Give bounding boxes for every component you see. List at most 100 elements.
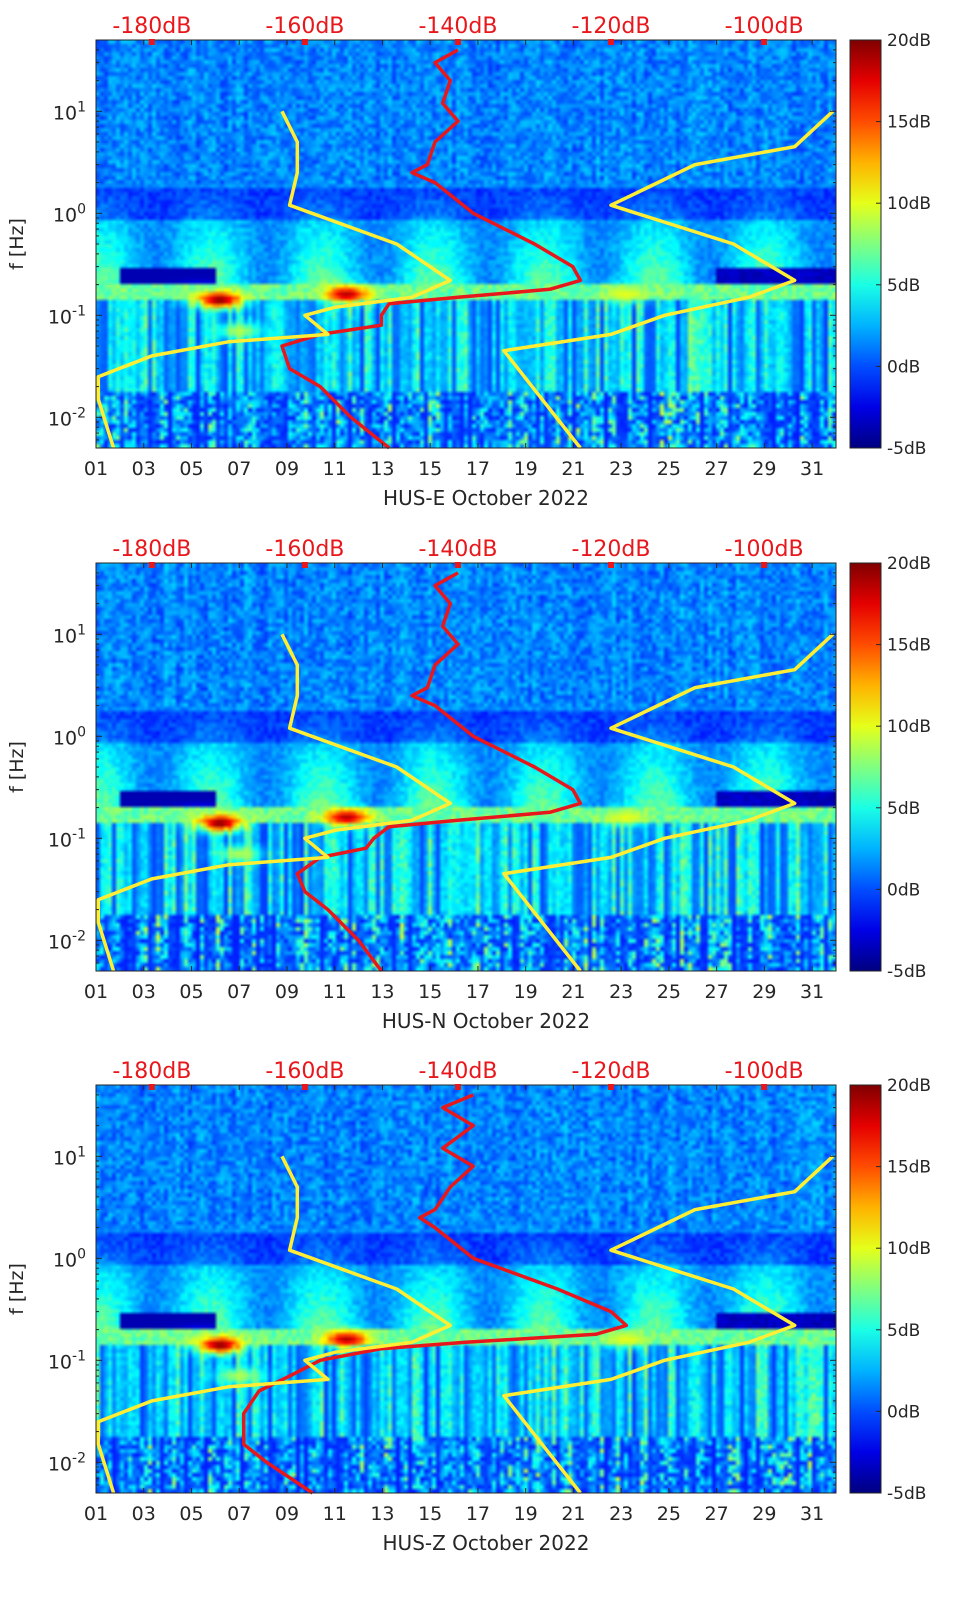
top-axis-label: -120dB bbox=[572, 1059, 651, 1084]
x-tick-label: 11 bbox=[323, 981, 347, 1003]
x-tick-label: 01 bbox=[84, 981, 108, 1003]
x-tick-label: 21 bbox=[561, 1503, 585, 1525]
colorbar-tick-label: 0dB bbox=[887, 357, 920, 377]
top-axis-label: -100dB bbox=[725, 1059, 804, 1084]
y-tick-label: 10-2 bbox=[48, 928, 86, 953]
spectrogram-image bbox=[96, 40, 836, 448]
y-tick-exponent: 0 bbox=[77, 201, 86, 217]
yellow-high-model bbox=[502, 1155, 835, 1495]
x-tick-label: 05 bbox=[179, 981, 203, 1003]
x-tick-label: 29 bbox=[752, 981, 776, 1003]
colorbar-tick-label: 0dB bbox=[887, 1402, 920, 1422]
top-axis-tick-mark bbox=[148, 1084, 155, 1090]
y-tick-exponent: 0 bbox=[77, 724, 86, 740]
yellow-low-model bbox=[96, 1155, 453, 1494]
colorbar-tick-label: -5dB bbox=[887, 439, 926, 459]
spectrogram-image bbox=[96, 563, 836, 971]
x-tick-label: 07 bbox=[227, 1503, 251, 1525]
y-tick-base: 10 bbox=[48, 408, 72, 430]
y-axis-label: f [Hz] bbox=[6, 1263, 28, 1315]
x-tick-label: 01 bbox=[84, 458, 108, 480]
x-tick-label: 09 bbox=[275, 458, 299, 480]
top-axis-label: -180dB bbox=[112, 537, 191, 562]
y-tick-exponent: 1 bbox=[77, 99, 86, 115]
yellow-low-model bbox=[96, 633, 453, 972]
y-tick-base: 10 bbox=[53, 625, 77, 647]
y-tick-exponent: -2 bbox=[72, 1450, 86, 1466]
colorbar-tick-label: 10dB bbox=[887, 717, 931, 737]
top-axis-tick-mark bbox=[301, 1084, 308, 1090]
top-axis-label: -140dB bbox=[418, 1059, 497, 1084]
x-tick-label: 31 bbox=[800, 981, 824, 1003]
x-tick-label: 19 bbox=[514, 981, 538, 1003]
x-tick-label: 31 bbox=[800, 458, 824, 480]
top-axis-tick-mark bbox=[761, 39, 768, 45]
x-tick-label: 13 bbox=[370, 981, 394, 1003]
x-tick-label: 13 bbox=[370, 1503, 394, 1525]
x-tick-label: 25 bbox=[657, 458, 681, 480]
x-tick-label: 23 bbox=[609, 981, 633, 1003]
x-tick-label: 25 bbox=[657, 1503, 681, 1525]
red-psd-curve bbox=[241, 1093, 629, 1495]
top-axis-label: -180dB bbox=[112, 1059, 191, 1084]
top-axis-tick-mark bbox=[608, 562, 615, 568]
x-tick-label: 07 bbox=[227, 458, 251, 480]
y-tick-exponent: 1 bbox=[77, 1144, 86, 1160]
y-tick-exponent: -1 bbox=[72, 1348, 86, 1364]
y-tick-label: 100 bbox=[53, 1246, 86, 1271]
y-tick-base: 10 bbox=[48, 829, 72, 851]
colorbar-tick-label: 20dB bbox=[887, 31, 931, 51]
y-tick-label: 101 bbox=[53, 622, 86, 647]
x-tick-label: 23 bbox=[609, 458, 633, 480]
y-tick-base: 10 bbox=[48, 306, 72, 328]
yellow-high-model bbox=[502, 110, 835, 450]
top-axis-label: -160dB bbox=[265, 14, 344, 39]
y-tick-label: 10-1 bbox=[48, 303, 86, 328]
colorbar bbox=[849, 562, 882, 972]
x-tick-label: 03 bbox=[132, 458, 156, 480]
y-tick-base: 10 bbox=[48, 1351, 72, 1373]
x-tick-label: 15 bbox=[418, 981, 442, 1003]
x-tick-label: 27 bbox=[705, 458, 729, 480]
x-tick-label: 29 bbox=[752, 458, 776, 480]
top-axis-label: -100dB bbox=[725, 537, 804, 562]
top-axis-tick-mark bbox=[454, 1084, 461, 1090]
x-tick-label: 27 bbox=[705, 1503, 729, 1525]
colorbar-tick-label: 15dB bbox=[887, 113, 931, 133]
top-axis-tick-mark bbox=[608, 1084, 615, 1090]
x-tick-label: 09 bbox=[275, 981, 299, 1003]
x-tick-label: 19 bbox=[514, 1503, 538, 1525]
x-tick-label: 07 bbox=[227, 981, 251, 1003]
x-tick-label: 21 bbox=[561, 458, 585, 480]
x-tick-label: 17 bbox=[466, 981, 490, 1003]
top-axis-label: -160dB bbox=[265, 537, 344, 562]
x-tick-label: 17 bbox=[466, 458, 490, 480]
y-tick-base: 10 bbox=[48, 1453, 72, 1475]
top-axis-label: -100dB bbox=[725, 14, 804, 39]
top-axis-label: -140dB bbox=[418, 14, 497, 39]
x-tick-label: 27 bbox=[705, 981, 729, 1003]
y-tick-label: 10-2 bbox=[48, 405, 86, 430]
x-tick-label: 03 bbox=[132, 1503, 156, 1525]
y-axis-label: f [Hz] bbox=[6, 741, 28, 793]
colorbar-tick-label: 10dB bbox=[887, 1239, 931, 1259]
y-tick-base: 10 bbox=[53, 102, 77, 124]
y-tick-base: 10 bbox=[53, 204, 77, 226]
y-tick-exponent: -1 bbox=[72, 826, 86, 842]
colorbar-tick-label: 20dB bbox=[887, 554, 931, 574]
x-axis-label: HUS-Z October 2022 bbox=[383, 1531, 590, 1555]
x-tick-label: 11 bbox=[323, 458, 347, 480]
spectrogram-image bbox=[96, 1085, 836, 1493]
y-tick-label: 100 bbox=[53, 724, 86, 749]
top-axis-tick-mark bbox=[454, 562, 461, 568]
y-tick-exponent: -2 bbox=[72, 405, 86, 421]
y-tick-base: 10 bbox=[53, 1249, 77, 1271]
x-tick-label: 05 bbox=[179, 1503, 203, 1525]
colorbar-tick-label: 15dB bbox=[887, 636, 931, 656]
y-axis-label: f [Hz] bbox=[6, 218, 28, 270]
top-axis-tick-mark bbox=[761, 1084, 768, 1090]
top-axis-label: -180dB bbox=[112, 14, 191, 39]
